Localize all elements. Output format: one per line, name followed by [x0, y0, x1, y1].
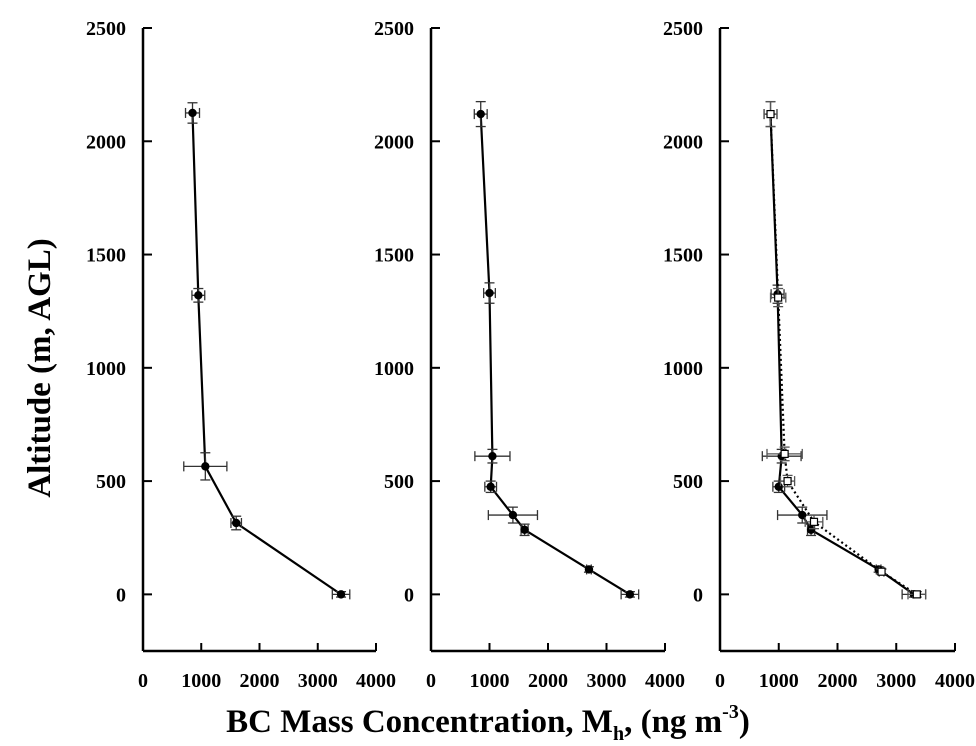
y-tick-label: 2000	[86, 131, 126, 153]
data-point	[485, 288, 494, 298]
y-tick-label: 2000	[663, 131, 703, 153]
panel-2: 0 500 1000 1500 2000 2500 0 1000 2000 3000 4000	[374, 18, 685, 692]
series-line	[191, 112, 342, 596]
data-point	[625, 590, 635, 599]
y-tick-label: 1000	[86, 358, 126, 380]
x-axis-label: BC Mass Concentration, Mh, (ng m-3)	[226, 701, 750, 745]
data-point	[508, 510, 518, 520]
data-point	[783, 476, 792, 486]
x-axis-label-subscript: h	[613, 723, 624, 745]
data-point	[798, 510, 807, 520]
series-line	[479, 114, 631, 596]
x-tick-label: 4000	[645, 670, 685, 692]
x-tick-label: 1000	[470, 670, 510, 692]
x-tick-label: 0	[715, 670, 725, 692]
x-axis-label-units: , (ng m	[624, 704, 722, 740]
x-tick-label: 3000	[587, 670, 627, 692]
y-axis-label: Altitude (m, AGL)	[22, 238, 58, 497]
data-point	[520, 525, 529, 534]
data-point	[877, 567, 886, 576]
y-tick-label: 1500	[663, 245, 703, 267]
data-point	[232, 518, 241, 528]
y-tick-label: 1000	[374, 358, 414, 380]
x-tick-label: 3000	[876, 670, 916, 692]
x-tick-label: 4000	[356, 670, 396, 692]
data-point	[766, 109, 775, 119]
x-axis-label-superscript: -3	[722, 701, 739, 723]
data-point	[584, 565, 594, 574]
y-tick-label: 2000	[374, 131, 414, 153]
y-tick-label: 0	[116, 584, 126, 606]
y-tick-label: 1500	[86, 245, 126, 267]
data-point	[806, 525, 816, 534]
x-tick-label: 2000	[240, 670, 280, 692]
data-point	[188, 108, 197, 118]
y-tick-label: 500	[384, 471, 414, 493]
data-point	[476, 109, 485, 119]
y-tick-label: 2500	[663, 18, 703, 40]
x-tick-label: 0	[426, 670, 436, 692]
y-tick-label: 0	[404, 584, 414, 606]
y-tick-label: 500	[96, 471, 126, 493]
y-tick-label: 2500	[374, 18, 414, 40]
x-tick-label: 0	[138, 670, 148, 692]
data-point	[488, 451, 497, 461]
data-point	[780, 449, 789, 459]
y-tick-label: 1500	[374, 245, 414, 267]
x-tick-label: 2000	[818, 670, 858, 692]
x-tick-label: 4000	[935, 670, 975, 692]
y-tick-label: 1000	[663, 358, 703, 380]
y-tick-label: 2500	[86, 18, 126, 40]
x-tick-label: 1000	[759, 670, 799, 692]
data-point	[774, 482, 783, 491]
series-line	[769, 114, 915, 596]
x-axis-label-units-close: )	[739, 704, 750, 740]
data-point	[486, 482, 495, 491]
x-tick-label: 2000	[528, 670, 568, 692]
data-point	[774, 293, 783, 302]
panel-3: 0 500 1000 1500 2000 2500 0 1000 2000 3000 4000	[663, 18, 975, 692]
y-tick-label: 500	[673, 471, 703, 493]
x-tick-label: 3000	[298, 670, 338, 692]
data-point	[336, 590, 346, 599]
data-point	[201, 462, 210, 471]
data-point	[809, 517, 819, 526]
series-line	[769, 114, 918, 596]
panel-1: 0 500 1000 1500 2000 2500 0 1000 2000 3000 4000	[86, 18, 396, 692]
x-tick-label: 1000	[181, 670, 221, 692]
y-tick-label: 0	[693, 584, 703, 606]
x-axis-label-main: BC Mass Concentration, M	[226, 704, 613, 740]
data-point	[912, 590, 921, 599]
data-point	[194, 291, 203, 300]
